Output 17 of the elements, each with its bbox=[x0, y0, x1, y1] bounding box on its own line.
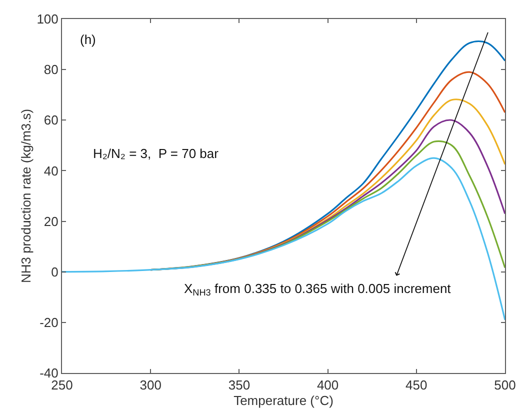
annotation: (h) bbox=[80, 32, 96, 47]
annotation: H₂/N₂ = 3, P = 70 bar bbox=[93, 146, 220, 161]
y-tick-label: 100 bbox=[36, 12, 58, 27]
y-tick-label: 40 bbox=[44, 163, 58, 178]
x-tick-label: 300 bbox=[140, 378, 162, 393]
y-tick-label: 0 bbox=[51, 264, 58, 280]
x-axis-title: Temperature (°C) bbox=[234, 393, 334, 408]
y-tick-label: 80 bbox=[44, 62, 58, 78]
y-tick-label: 20 bbox=[44, 214, 58, 229]
annotation: X$_{NH3}$ from 0.335 to 0.365 with 0.005 increment bbox=[184, 281, 452, 298]
y-tick-label: -20 bbox=[40, 314, 58, 330]
x-tick-label: 400 bbox=[316, 378, 339, 393]
y-tick-label: 60 bbox=[44, 112, 58, 128]
x-tick-label: 500 bbox=[494, 378, 516, 393]
x-tick-label: 450 bbox=[406, 378, 428, 393]
y-axis-title: NH3 production rate (kg/m3.s) bbox=[18, 108, 34, 284]
x-tick-label: 350 bbox=[228, 378, 250, 393]
